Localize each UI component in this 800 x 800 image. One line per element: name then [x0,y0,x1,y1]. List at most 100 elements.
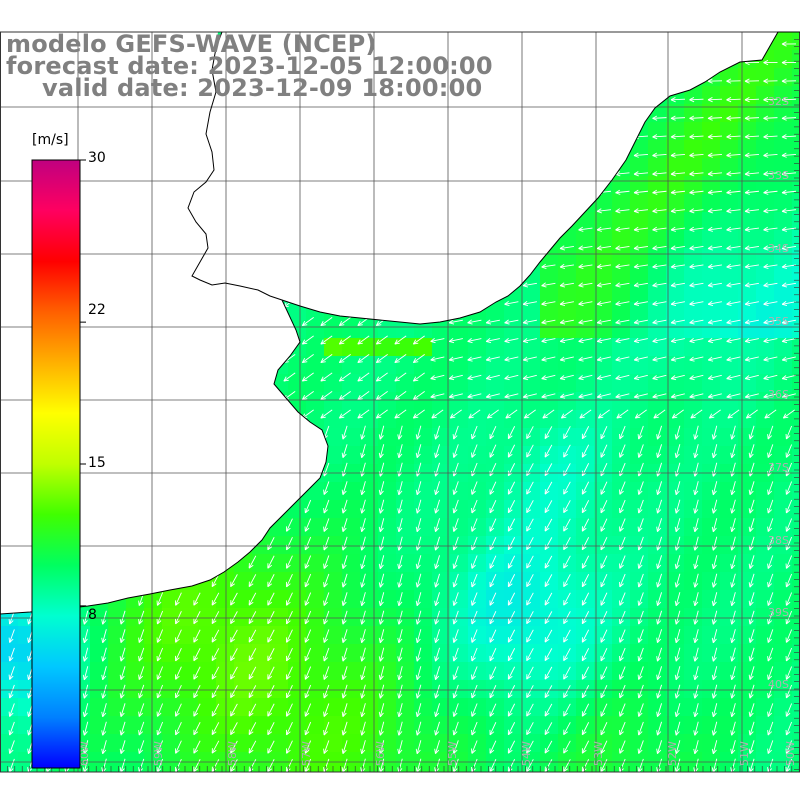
wind-speed-cell [108,698,127,717]
wind-arrow [689,152,704,158]
wind-arrow [707,97,723,103]
wind-speed-cell [792,734,800,753]
wind-speed-cell [324,518,343,537]
wind-speed-cell [720,752,739,771]
wind-speed-cell [198,734,217,753]
wind-speed-cell [162,698,181,717]
wind-speed-cell [648,374,667,393]
wind-speed-cell [378,446,397,465]
wind-speed-cell [684,410,703,429]
wind-speed-cell [234,680,253,699]
wind-speed-cell [450,626,469,645]
wind-speed-cell [360,608,379,627]
wind-speed-cell [180,752,199,771]
wind-arrow [744,152,760,158]
wind-speed-cell [450,716,469,735]
wind-speed-cell [270,554,289,573]
wind-speed-cell [648,140,667,159]
wind-speed-cell [720,140,739,159]
wind-speed-cell [306,500,325,519]
wind-speed-cell [738,266,757,285]
wind-speed-cell [306,392,325,411]
wind-speed-cell [720,698,739,717]
wind-speed-cell [450,662,469,681]
wind-speed-cell [576,302,595,321]
wind-speed-cell [756,212,775,231]
wind-speed-cell [378,698,397,717]
wind-speed-cell [378,590,397,609]
wind-speed-cell [576,716,595,735]
wind-speed-cell [468,320,487,339]
wind-arrow [781,189,797,195]
wind-speed-cell [306,590,325,609]
wind-speed-cell [792,122,800,141]
wind-speed-cell [792,140,800,159]
wind-speed-cell [432,356,451,375]
wind-speed-cell [504,680,523,699]
wind-arrow [652,152,667,158]
wind-speed-cell [648,248,667,267]
wind-speed-cell [738,356,757,375]
wind-speed-cell [738,716,757,735]
wind-speed-cell [126,662,145,681]
wind-speed-cell [468,356,487,375]
wind-arrow [633,152,649,158]
wind-speed-cell [792,572,800,591]
wind-speed-cell [396,554,415,573]
wind-speed-cell [684,536,703,555]
wind-speed-cell [684,266,703,285]
wind-speed-cell [144,626,163,645]
wind-speed-cell [558,734,577,753]
wind-speed-cell [684,608,703,627]
wind-speed-cell [774,266,793,285]
wind-speed-cell [630,320,649,339]
wind-speed-cell [378,716,397,735]
wind-speed-cell [666,284,685,303]
wind-speed-cell [774,446,793,465]
wind-speed-cell [720,626,739,645]
wind-speed-cell [666,536,685,555]
wind-speed-cell [594,338,613,357]
wind-speed-cell [666,302,685,321]
latitude-label: 32S [768,95,789,108]
wind-speed-cell [720,590,739,609]
wind-speed-cell [378,338,397,357]
wind-speed-cell [396,392,415,411]
wind-speed-cell [270,626,289,645]
wind-arrow [744,115,760,121]
wind-speed-cell [684,140,703,159]
wind-speed-cell [792,356,800,375]
top-margin [0,0,800,32]
wind-speed-cell [540,320,559,339]
wind-speed-cell [612,392,631,411]
wind-speed-cell [486,680,505,699]
wind-speed-cell [792,608,800,627]
wind-speed-cell [648,158,667,177]
wind-speed-cell [486,698,505,717]
wind-arrow [726,189,741,195]
wind-speed-cell [774,536,793,555]
wind-speed-cell [684,212,703,231]
wind-speed-cell [738,248,757,267]
wind-speed-cell [702,518,721,537]
wind-speed-cell [720,212,739,231]
wind-speed-cell [756,626,775,645]
latitude-label: 39S [768,606,789,619]
wind-arrow [633,189,649,195]
wind-speed-cell [468,338,487,357]
wind-speed-cell [576,266,595,285]
wind-speed-cell [630,158,649,177]
wind-speed-cell [324,716,343,735]
wind-speed-cell [630,374,649,393]
wind-speed-cell [360,572,379,591]
wind-speed-cell [702,392,721,411]
wind-speed-cell [792,86,800,105]
wind-speed-cell [666,662,685,681]
wind-speed-cell [486,374,505,393]
wind-speed-cell [792,518,800,537]
wind-speed-cell [540,572,559,591]
wind-speed-cell [504,590,523,609]
wind-speed-cell [576,734,595,753]
wind-speed-cell [108,734,127,753]
wind-speed-cell [720,482,739,501]
